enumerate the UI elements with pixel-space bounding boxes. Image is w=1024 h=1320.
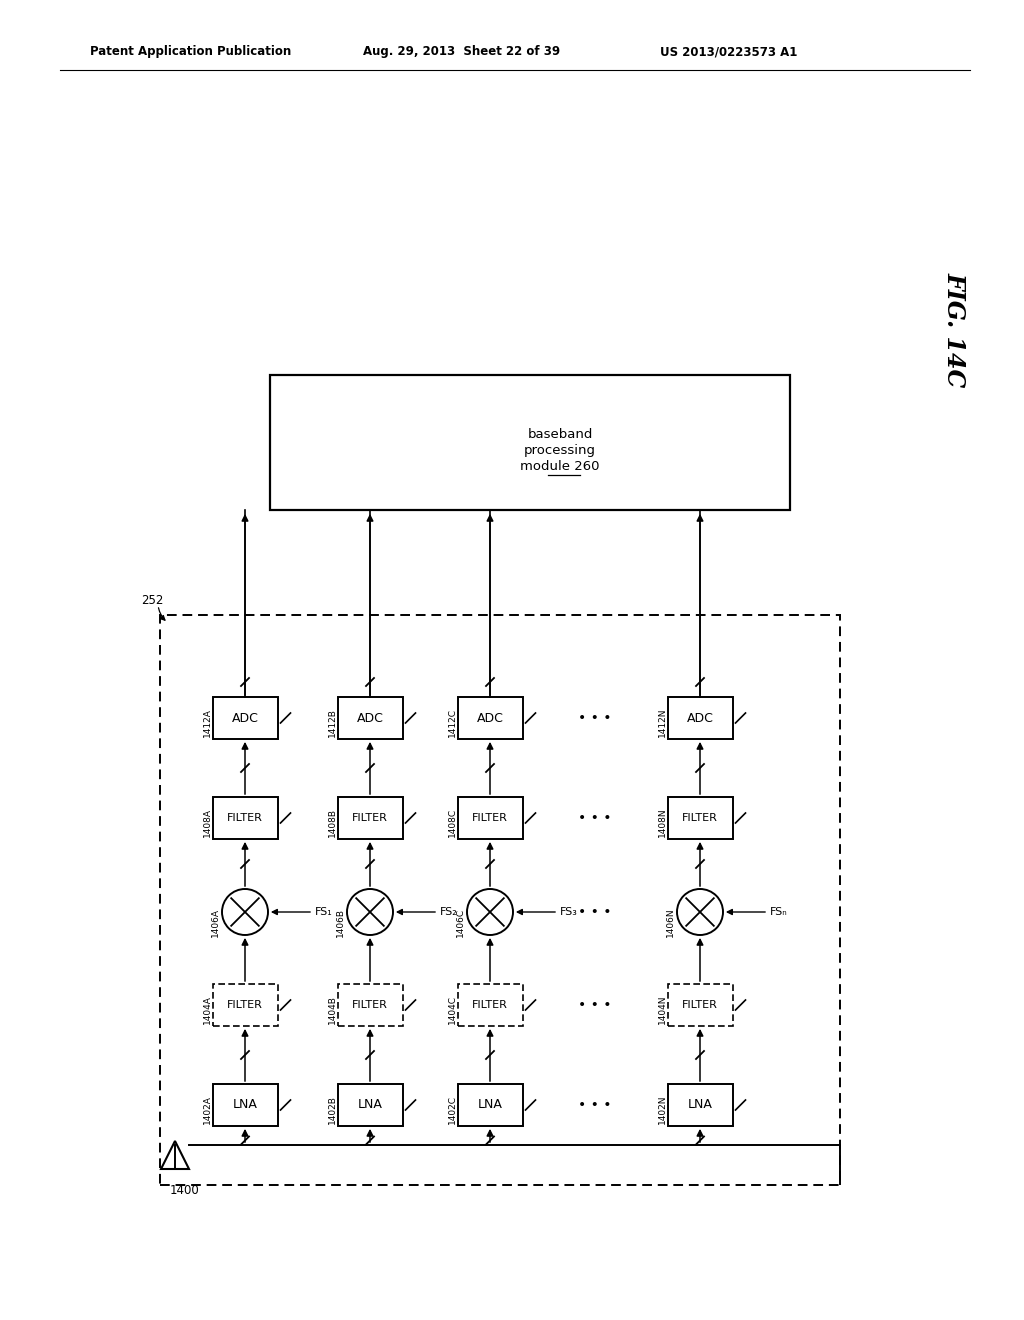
Text: 1412A: 1412A [203,708,212,737]
Text: FILTER: FILTER [472,813,508,822]
Text: 1402B: 1402B [328,1096,337,1125]
Bar [668,797,732,840]
Text: FILTER: FILTER [352,1001,388,1010]
Bar [668,1084,732,1126]
Text: LNA: LNA [357,1098,382,1111]
Text: FILTER: FILTER [352,813,388,822]
Bar [213,1084,278,1126]
Bar [458,1084,522,1126]
Text: 1408C: 1408C [447,808,457,837]
Bar [160,615,840,1185]
Text: processing: processing [524,444,596,457]
Text: 1406A: 1406A [211,908,220,937]
Text: FILTER: FILTER [682,813,718,822]
Text: • • •: • • • [579,711,611,725]
Text: 1412N: 1412N [657,708,667,737]
Text: • • •: • • • [579,906,611,919]
Text: • • •: • • • [579,810,611,825]
Bar [270,375,790,510]
Bar [458,697,522,739]
Text: 1406N: 1406N [666,907,675,937]
Bar [338,983,402,1026]
Text: FS₁: FS₁ [315,907,333,917]
Text: 1404N: 1404N [657,994,667,1024]
Text: 1412B: 1412B [328,708,337,737]
Bar [338,797,402,840]
Text: ADC: ADC [356,711,383,725]
Text: ADC: ADC [686,711,714,725]
Text: Aug. 29, 2013  Sheet 22 of 39: Aug. 29, 2013 Sheet 22 of 39 [362,45,560,58]
Text: ADC: ADC [231,711,258,725]
Bar [458,983,522,1026]
Text: 1408B: 1408B [328,808,337,837]
Text: 1412C: 1412C [447,708,457,737]
Text: FILTER: FILTER [682,1001,718,1010]
Text: • • •: • • • [579,998,611,1012]
Text: 1408N: 1408N [657,808,667,837]
Text: US 2013/0223573 A1: US 2013/0223573 A1 [660,45,798,58]
Text: LNA: LNA [687,1098,713,1111]
Text: 1402A: 1402A [203,1096,212,1125]
Bar [338,1084,402,1126]
Text: 1404B: 1404B [328,995,337,1024]
Text: FIG. 14C: FIG. 14C [943,272,967,388]
Text: LNA: LNA [232,1098,257,1111]
Text: FSₙ: FSₙ [770,907,787,917]
Bar [338,697,402,739]
Text: LNA: LNA [477,1098,503,1111]
Bar [213,983,278,1026]
Text: module 260: module 260 [520,459,600,473]
Text: 1408A: 1408A [203,808,212,837]
Bar [668,697,732,739]
Text: ADC: ADC [476,711,504,725]
Text: Patent Application Publication: Patent Application Publication [90,45,291,58]
Bar [668,983,732,1026]
Text: baseband: baseband [527,428,593,441]
Text: • • •: • • • [579,1098,611,1111]
Bar [213,697,278,739]
Text: FILTER: FILTER [227,1001,263,1010]
Text: 1402C: 1402C [447,1096,457,1125]
Bar [458,797,522,840]
Text: FS₃: FS₃ [560,907,578,917]
Text: FILTER: FILTER [227,813,263,822]
Text: FILTER: FILTER [472,1001,508,1010]
Text: 1406B: 1406B [336,908,345,937]
Text: 1402N: 1402N [657,1094,667,1125]
Text: 1400: 1400 [170,1184,200,1197]
Text: FS₂: FS₂ [440,907,458,917]
Text: 1404A: 1404A [203,995,212,1024]
Bar [213,797,278,840]
Text: 1406C: 1406C [456,908,465,937]
Text: 1404C: 1404C [447,995,457,1024]
Text: 252: 252 [141,594,163,606]
